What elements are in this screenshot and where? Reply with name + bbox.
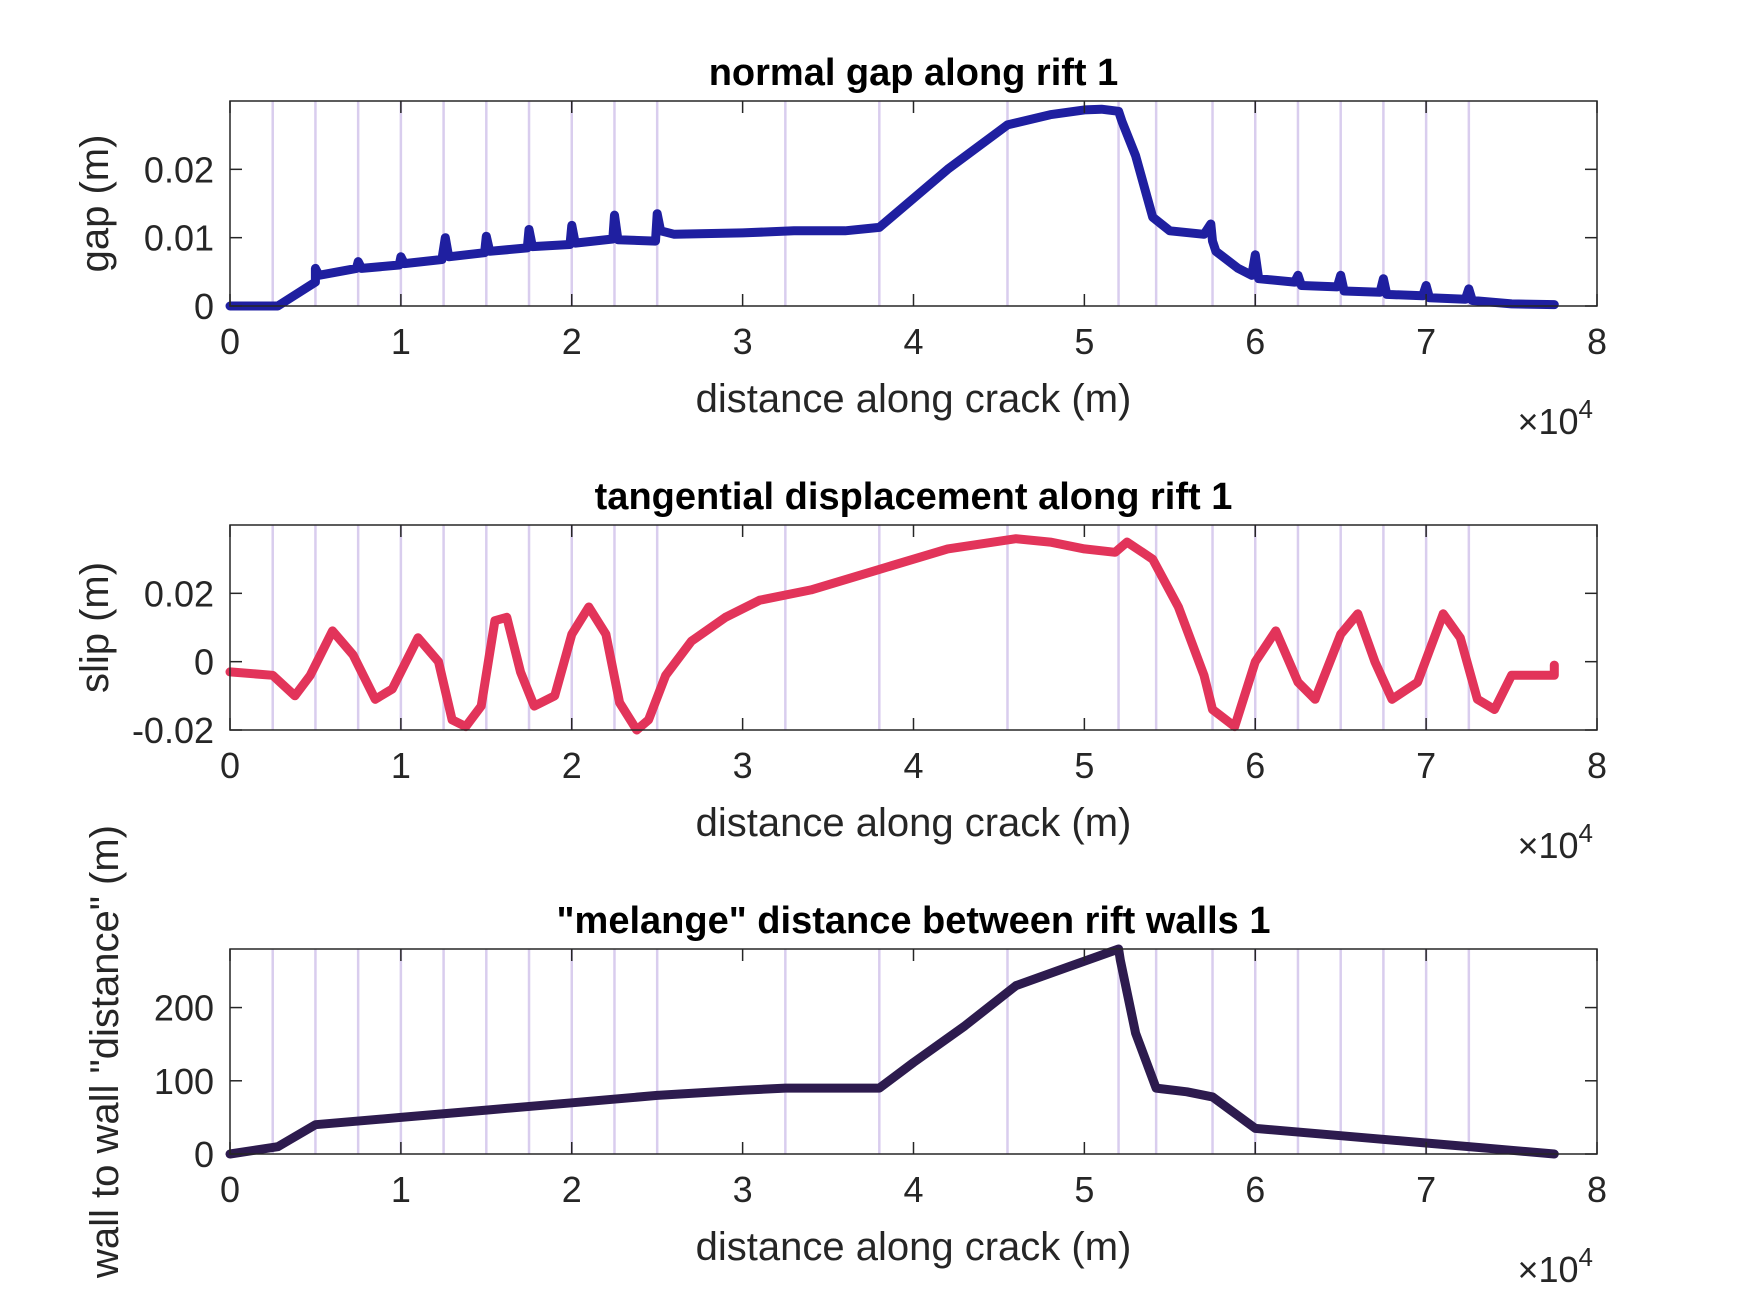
plot-area	[230, 949, 1597, 1154]
x-tick-label: 3	[733, 1169, 753, 1210]
x-axis-label: distance along crack (m)	[696, 801, 1132, 845]
y-tick-label: 0.01	[144, 218, 214, 259]
series-line	[225, 944, 1559, 1159]
series-line	[225, 104, 1559, 311]
x-axis-exponent: ×104	[1517, 1242, 1593, 1290]
y-tick-label: 200	[154, 988, 214, 1029]
x-tick-label: 5	[1074, 745, 1094, 786]
y-tick-label: 0	[194, 1134, 214, 1175]
x-tick-label: 2	[562, 321, 582, 362]
panels: 0 1 2 3 4 5 6 7 8 0 0.01 0.02 normal gap along rift …	[73, 52, 1607, 1290]
y-axis-label: slip (m)	[73, 562, 117, 693]
x-tick-label: 6	[1245, 1169, 1265, 1210]
x-tick-label: 6	[1245, 745, 1265, 786]
x-tick-label: 0	[220, 321, 240, 362]
chart-title: "melange" distance between rift walls 1	[557, 900, 1271, 942]
x-tick-label: 8	[1587, 321, 1607, 362]
x-axis-exponent: ×104	[1517, 394, 1593, 442]
x-tick-label: 1	[391, 321, 411, 362]
chart-title: normal gap along rift 1	[709, 52, 1119, 94]
y-axis-label: gap (m)	[73, 135, 117, 273]
x-tick-label: 1	[391, 1169, 411, 1210]
x-tick-label: 7	[1416, 1169, 1436, 1210]
x-axis-label: distance along crack (m)	[696, 1225, 1132, 1269]
x-tick-label: 5	[1074, 1169, 1094, 1210]
x-tick-label: 5	[1074, 321, 1094, 362]
x-axis-exponent: ×104	[1517, 818, 1593, 866]
y-tick-label: 0	[194, 642, 214, 683]
x-tick-label: 0	[220, 1169, 240, 1210]
panel-3: 0 1 2 3 4 5 6 7 8 0 100 200 "melange" distance betwe…	[83, 825, 1607, 1290]
y-tick-label: 0.02	[144, 573, 214, 614]
x-tick-label: 2	[562, 1169, 582, 1210]
x-axis-label: distance along crack (m)	[696, 377, 1132, 421]
series-line	[225, 534, 1559, 735]
x-tick-label: 2	[562, 745, 582, 786]
y-axis-label: wall to wall "distance" (m)	[83, 825, 127, 1279]
x-tick-label: 1	[391, 745, 411, 786]
y-tick-label: -0.02	[132, 710, 214, 751]
x-tick-label: 0	[220, 745, 240, 786]
x-tick-label: 3	[733, 321, 753, 362]
x-tick-label: 4	[903, 1169, 923, 1210]
y-tick-label: 100	[154, 1061, 214, 1102]
x-tick-label: 7	[1416, 745, 1436, 786]
x-tick-label: 4	[903, 321, 923, 362]
x-tick-label: 7	[1416, 321, 1436, 362]
chart-title: tangential displacement along rift 1	[595, 476, 1233, 518]
x-tick-label: 4	[903, 745, 923, 786]
panel-1: 0 1 2 3 4 5 6 7 8 0 0.01 0.02 normal gap along rift …	[73, 52, 1607, 442]
x-tick-label: 8	[1587, 1169, 1607, 1210]
x-tick-label: 8	[1587, 745, 1607, 786]
x-tick-label: 3	[733, 745, 753, 786]
y-tick-label: 0	[194, 286, 214, 327]
y-tick-label: 0.02	[144, 149, 214, 190]
x-tick-label: 6	[1245, 321, 1265, 362]
